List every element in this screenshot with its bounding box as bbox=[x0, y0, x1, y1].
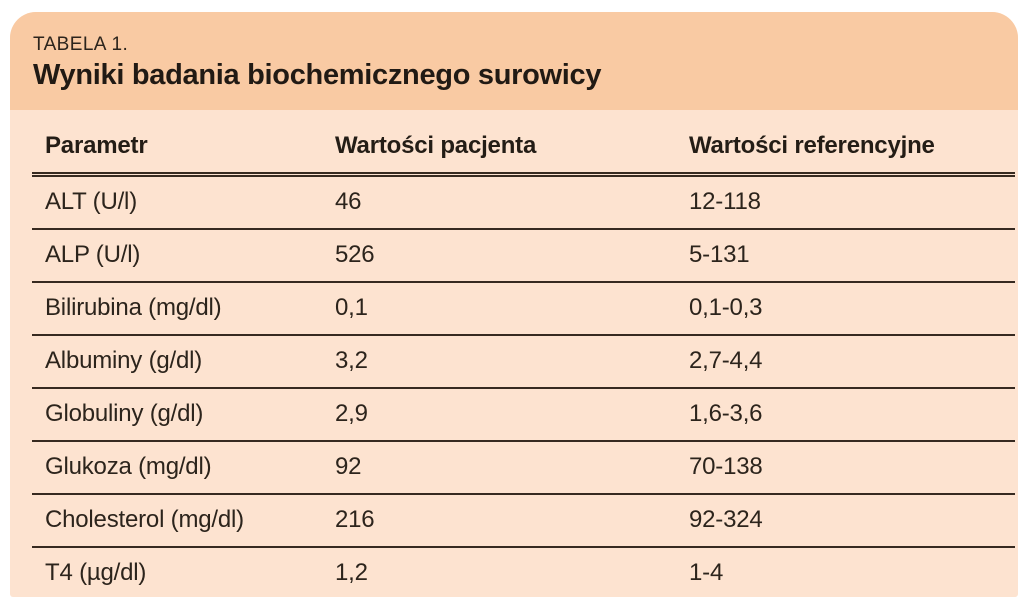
column-header-parametr: Parametr bbox=[32, 110, 335, 177]
cell-patient-value: 526 bbox=[335, 229, 689, 283]
cell-reference-range: 5-131 bbox=[689, 229, 1015, 283]
table-row: Glukoza (mg/dl) 92 70-138 bbox=[32, 441, 1015, 495]
table-row: Albuminy (g/dl) 3,2 2,7-4,4 bbox=[32, 335, 1015, 389]
cell-parameter: ALT (U/l) bbox=[32, 174, 335, 230]
table-card: TABELA 1. Wyniki badania biochemicznego … bbox=[10, 12, 1018, 597]
table-wrap: Parametr Wartości pacjenta Wartości refe… bbox=[32, 110, 1015, 597]
cell-patient-value: 1,2 bbox=[335, 559, 368, 586]
table-caption: TABELA 1. Wyniki badania biochemicznego … bbox=[10, 12, 1018, 110]
table-row: T4 (µg/dl) 1,2 1-4 bbox=[32, 547, 1015, 597]
results-table: Parametr Wartości pacjenta Wartości refe… bbox=[32, 110, 1015, 597]
cell-parameter: Globuliny (g/dl) bbox=[32, 388, 335, 442]
cell-reference-range: 70-138 bbox=[689, 441, 1015, 495]
cell-parameter: Albuminy (g/dl) bbox=[32, 335, 335, 389]
cell-parameter: Glukoza (mg/dl) bbox=[32, 441, 335, 495]
cell-patient-value: 0,1 bbox=[335, 282, 689, 336]
cell-parameter: ALP (U/l) bbox=[32, 229, 335, 283]
table-row: ALP (U/l) 526 5-131 bbox=[32, 229, 1015, 283]
table-header-row: Parametr Wartości pacjenta Wartości refe… bbox=[32, 110, 1015, 177]
column-header-wartosci-referencyjne: Wartości referencyjne bbox=[689, 110, 1015, 177]
table-row: Cholesterol (mg/dl) 216 92-324 bbox=[32, 494, 1015, 548]
table-caption-title: Wyniki badania biochemicznego surowicy bbox=[33, 58, 602, 91]
cell-parameter: Cholesterol (mg/dl) bbox=[32, 494, 335, 548]
cell-patient-value: 46 bbox=[335, 174, 689, 230]
table-row: Globuliny (g/dl) 2,9 1,6-3,6 bbox=[32, 388, 1015, 442]
table-caption-label: TABELA 1. bbox=[33, 34, 129, 55]
cell-parameter: T4 (µg/dl) bbox=[45, 559, 147, 586]
cell-patient-value: 2,9 bbox=[335, 388, 689, 442]
column-header-wartosci-pacjenta: Wartości pacjenta bbox=[335, 110, 689, 177]
cell-parameter: Bilirubina (mg/dl) bbox=[32, 282, 335, 336]
table-row: Bilirubina (mg/dl) 0,1 0,1-0,3 bbox=[32, 282, 1015, 336]
cell-patient-value: 92 bbox=[335, 441, 689, 495]
cell-reference-range: 1,6-3,6 bbox=[689, 388, 1015, 442]
cell-reference-range: 2,7-4,4 bbox=[689, 335, 1015, 389]
cell-patient-value: 216 bbox=[335, 494, 689, 548]
cell-reference-range: 12-118 bbox=[689, 174, 1015, 230]
cell-reference-range: 0,1-0,3 bbox=[689, 282, 1015, 336]
table-row: ALT (U/l) 46 12-118 bbox=[32, 174, 1015, 230]
cell-reference-range: 1-4 bbox=[689, 559, 724, 586]
cell-patient-value: 3,2 bbox=[335, 335, 689, 389]
cell-reference-range: 92-324 bbox=[689, 494, 1015, 548]
